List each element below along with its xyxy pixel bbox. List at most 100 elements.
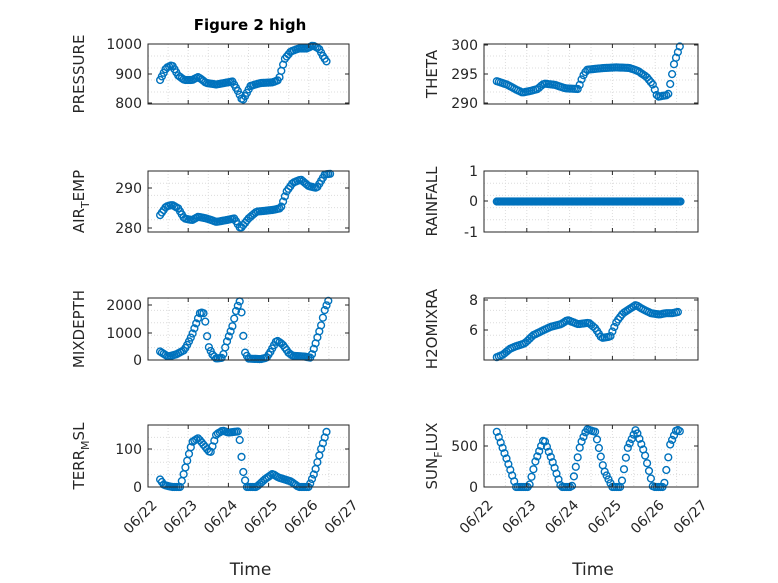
y-tick-label: 280 xyxy=(115,221,142,237)
data-point xyxy=(625,439,634,448)
data-point xyxy=(186,443,195,452)
series-rainfall xyxy=(492,197,685,206)
data-point xyxy=(527,472,536,481)
data-point xyxy=(669,60,679,69)
x-tick-label: 06/27 xyxy=(322,497,362,537)
data-point xyxy=(621,453,631,462)
data-point xyxy=(192,319,201,328)
data-point xyxy=(571,462,580,471)
y-axis-label: TERRMSL xyxy=(70,422,92,491)
data-point xyxy=(235,435,244,445)
subplot-theta: 290 295 300 THETA xyxy=(423,38,699,112)
data-point xyxy=(529,465,538,474)
data-point xyxy=(544,447,553,456)
x-tick-label: 06/24 xyxy=(201,497,241,537)
y-tick-label: 290 xyxy=(115,181,142,197)
data-point xyxy=(320,306,329,315)
data-point xyxy=(592,435,602,444)
y-tick-label: 500 xyxy=(451,439,478,455)
data-point xyxy=(637,440,646,449)
axes-box xyxy=(147,424,350,488)
data-point xyxy=(322,301,331,310)
data-point xyxy=(598,461,607,470)
data-point xyxy=(224,332,233,341)
y-axis-label: AIRTEMP xyxy=(70,170,92,233)
data-point xyxy=(228,322,237,331)
data-point xyxy=(660,478,669,487)
y-tick-label: 100 xyxy=(115,442,142,458)
x-tick-label: 06/22 xyxy=(121,497,161,537)
data-point xyxy=(204,343,214,352)
y-tick-label: 1 xyxy=(469,164,478,180)
data-point xyxy=(217,353,226,363)
data-point xyxy=(318,313,328,322)
data-point xyxy=(650,85,659,94)
x-tick-label: 06/24 xyxy=(542,497,582,537)
subplot-pressure: 800 900 1000 PRESSURE xyxy=(70,35,350,114)
data-point xyxy=(662,465,671,475)
y-tick-label: 800 xyxy=(115,96,142,112)
series-pressure xyxy=(156,41,331,104)
data-point xyxy=(646,474,656,483)
x-axis-label: Time xyxy=(229,560,272,580)
series-terr_msl xyxy=(156,426,331,492)
data-point xyxy=(644,466,654,476)
y-tick-label: -1 xyxy=(464,225,478,241)
subplot-h2omixra: 6 8 H2OMIXRA xyxy=(423,288,699,369)
data-point xyxy=(208,442,217,451)
data-point xyxy=(540,437,550,446)
data-point xyxy=(577,437,586,446)
data-point xyxy=(619,465,629,474)
data-point xyxy=(623,443,632,452)
data-point xyxy=(542,442,552,451)
axes-box xyxy=(483,297,699,361)
data-point xyxy=(608,327,617,336)
data-point xyxy=(606,332,615,341)
x-tick-label: 06/26 xyxy=(628,497,668,537)
y-tick-label: 1000 xyxy=(106,37,142,53)
data-point xyxy=(627,434,636,444)
axes-box xyxy=(483,424,699,488)
data-point xyxy=(546,452,555,462)
data-point xyxy=(567,481,577,491)
data-point xyxy=(309,344,318,354)
data-point xyxy=(492,427,501,436)
data-point xyxy=(573,84,582,94)
data-point xyxy=(642,459,652,468)
y-tick-label: 1000 xyxy=(106,326,142,342)
data-point xyxy=(635,434,644,443)
data-point xyxy=(594,443,604,453)
data-point xyxy=(629,430,638,439)
data-point xyxy=(309,470,318,479)
data-point xyxy=(190,324,199,333)
y-tick-label: 0 xyxy=(469,194,478,210)
subplot-rainfall: -1 0 1 RAINFALL xyxy=(423,164,699,241)
series-theta xyxy=(492,42,684,101)
data-point xyxy=(184,449,194,459)
axes-box xyxy=(147,170,350,233)
data-point xyxy=(322,57,331,66)
data-point xyxy=(648,80,657,89)
y-tick-label: 0 xyxy=(469,480,478,496)
y-axis-label: PRESSURE xyxy=(70,35,88,114)
data-point xyxy=(199,309,208,318)
data-point xyxy=(531,457,540,466)
data-point xyxy=(226,327,235,336)
y-tick-label: 295 xyxy=(451,67,478,83)
data-point xyxy=(669,431,679,440)
x-tick-label: 06/25 xyxy=(585,497,625,537)
y-axis-label: H2OMIXRA xyxy=(423,288,441,369)
data-point xyxy=(652,90,661,100)
series-mixdepth xyxy=(156,296,333,364)
data-point xyxy=(577,75,586,84)
y-tick-label: 900 xyxy=(115,67,142,83)
y-tick-label: 8 xyxy=(469,293,478,309)
data-point xyxy=(673,307,683,317)
y-tick-label: 2000 xyxy=(106,298,142,314)
data-point xyxy=(596,452,605,461)
data-point xyxy=(662,91,671,100)
data-point xyxy=(633,429,642,438)
y-axis-label: THETA xyxy=(423,49,441,99)
data-point xyxy=(667,69,677,79)
data-point xyxy=(280,192,290,201)
